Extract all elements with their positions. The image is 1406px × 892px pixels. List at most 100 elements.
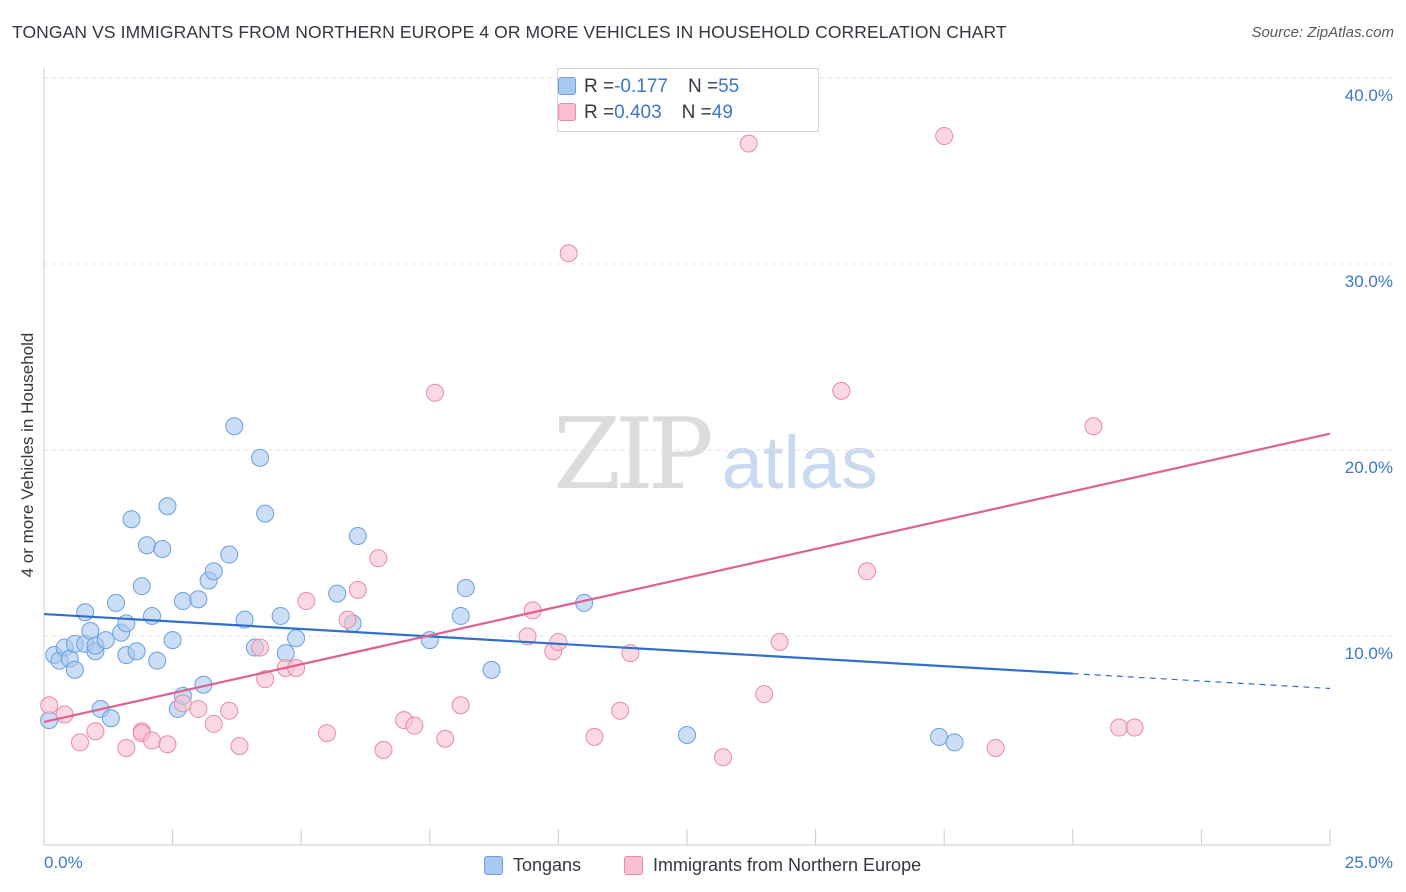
- tongans-point: [107, 593, 126, 612]
- tongans-point: [235, 610, 254, 629]
- immigrants-point: [117, 739, 136, 757]
- tongans-point: [76, 603, 95, 622]
- immigrants-point: [338, 610, 357, 629]
- tongans-point: [143, 606, 162, 625]
- legend-swatch-tongans: [558, 77, 576, 95]
- tongans-point: [348, 526, 367, 545]
- n-value: 55: [718, 76, 740, 97]
- tongans-point: [173, 592, 192, 611]
- immigrants-trend-line: [43, 432, 1331, 724]
- n-value: 49: [711, 102, 733, 123]
- immigrants-point: [518, 627, 537, 646]
- immigrants-point: [935, 127, 954, 146]
- legend-item-tongans[interactable]: Tongans: [484, 852, 581, 878]
- chart-title: TONGAN VS IMMIGRANTS FROM NORTHERN EUROP…: [12, 22, 1007, 42]
- legend-swatch-immigrants: [624, 855, 643, 875]
- tongans-point: [225, 417, 244, 436]
- legend-item-immigrants[interactable]: Immigrants from Northern Europe: [624, 852, 921, 878]
- immigrants-point: [173, 694, 192, 713]
- tongans-point: [137, 536, 156, 555]
- tongans-point: [220, 545, 239, 564]
- tongans-point: [456, 579, 475, 598]
- y-tick-label: 40.0%: [1344, 86, 1393, 105]
- r-label: R =: [584, 76, 615, 97]
- immigrants-point: [1125, 718, 1144, 737]
- immigrants-point: [986, 739, 1005, 757]
- immigrants-point: [739, 134, 758, 153]
- tongans-point: [158, 497, 177, 516]
- immigrants-point: [436, 729, 455, 748]
- immigrants-point: [230, 737, 249, 756]
- immigrants-point: [585, 727, 604, 746]
- y-tick-label: 20.0%: [1344, 458, 1393, 477]
- tongans-point: [482, 660, 501, 679]
- immigrants-point: [256, 670, 275, 689]
- immigrants-point: [348, 580, 367, 599]
- r-value: 0.403: [614, 102, 662, 123]
- tongans-point: [127, 642, 146, 661]
- immigrants-point: [71, 733, 90, 752]
- series-legend: Tongans Immigrants from Northern Europe: [0, 852, 1406, 878]
- immigrants-point: [158, 735, 177, 754]
- y-tick-label: 30.0%: [1344, 272, 1393, 291]
- tongans-point: [451, 606, 470, 625]
- r-label: R =: [584, 102, 615, 123]
- immigrants-point: [832, 381, 851, 400]
- source-credit: Source: ZipAtlas.com: [1251, 24, 1394, 41]
- tongans-point: [122, 510, 141, 529]
- n-label: N =: [681, 102, 712, 123]
- x-tick-label-min: 0.0%: [44, 853, 83, 872]
- tongans-point: [287, 629, 306, 648]
- immigrants-point: [858, 562, 877, 581]
- immigrants-point: [317, 724, 336, 743]
- immigrants-point: [204, 714, 223, 733]
- immigrants-point: [220, 701, 239, 720]
- tongans-point: [132, 577, 151, 596]
- immigrants-point: [369, 549, 388, 568]
- tongans-point: [153, 539, 172, 558]
- correlation-legend: R = -0.177 N = 55 R = 0.403 N = 49: [557, 68, 819, 132]
- immigrants-point: [451, 696, 470, 715]
- tongans-point: [148, 651, 167, 670]
- tongans-point: [163, 631, 182, 650]
- tongans-point: [204, 562, 223, 581]
- tongans-point: [328, 584, 347, 603]
- immigrants-point: [755, 685, 774, 704]
- tongans-point: [271, 606, 290, 625]
- x-tick-label-max: 25.0%: [1344, 853, 1393, 872]
- tongans-point: [101, 709, 120, 728]
- immigrants-point: [189, 699, 208, 718]
- immigrants-point: [770, 632, 789, 651]
- n-label: N =: [687, 76, 719, 97]
- r-value: -0.177: [614, 76, 668, 97]
- tongans-point: [256, 504, 275, 523]
- immigrants-point: [374, 740, 393, 759]
- legend-swatch-immigrants: [558, 103, 576, 121]
- immigrants-point: [1110, 718, 1129, 737]
- immigrants-point: [611, 701, 630, 720]
- immigrants-point: [86, 722, 105, 741]
- immigrants-point: [287, 659, 306, 678]
- immigrants-point: [55, 705, 74, 724]
- immigrants-point: [251, 638, 270, 657]
- legend-row-immigrants: R = 0.403 N = 49: [558, 100, 733, 126]
- tongans-trend-line: [43, 612, 1073, 675]
- tongans-point: [251, 448, 270, 467]
- tongans-point: [189, 590, 208, 609]
- immigrants-point: [405, 716, 424, 735]
- legend-row-tongans: R = -0.177 N = 55: [558, 74, 740, 100]
- immigrants-point: [297, 592, 316, 611]
- immigrants-point: [40, 696, 59, 715]
- tongans-point: [678, 725, 696, 744]
- tongans-point: [96, 631, 115, 650]
- y-tick-label: 10.0%: [1344, 644, 1393, 663]
- legend-label-tongans: Tongans: [513, 854, 582, 875]
- immigrants-point: [714, 748, 733, 767]
- tongans-point: [930, 727, 949, 746]
- immigrants-point: [143, 731, 162, 750]
- tongans-point: [65, 660, 84, 679]
- immigrants-point: [559, 244, 578, 263]
- tongans-point: [945, 733, 964, 752]
- immigrants-point: [425, 383, 444, 402]
